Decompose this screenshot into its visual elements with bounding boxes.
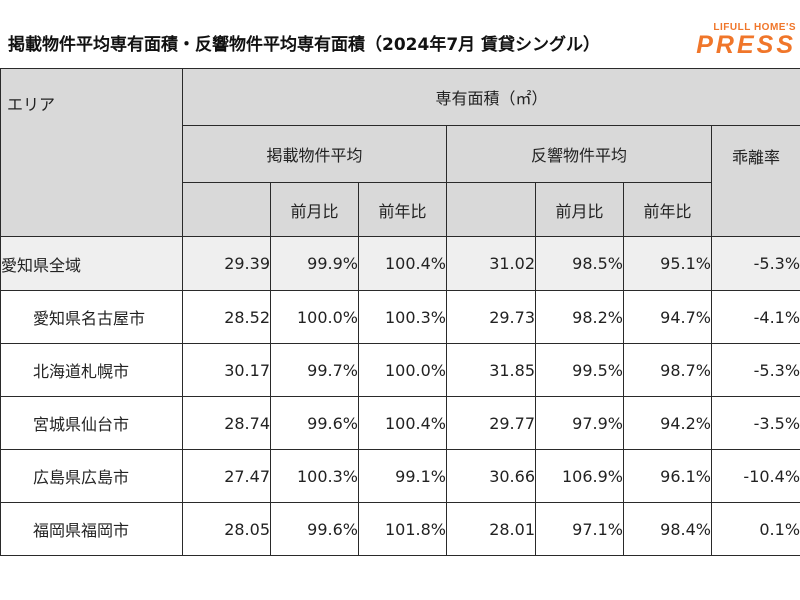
table-row: 広島県広島市 27.47 100.3% 99.1% 30.66 106.9% 9…	[0, 449, 800, 503]
area-name: 愛知県名古屋市	[0, 290, 183, 344]
response-mom: 97.1%	[535, 502, 624, 556]
listing-mom: 100.3%	[270, 449, 359, 503]
header-listing-yoy: 前年比	[358, 182, 447, 237]
response-average: 29.77	[446, 396, 536, 450]
response-average: 29.73	[446, 290, 536, 344]
listing-mom: 99.6%	[270, 396, 359, 450]
table-row: 福岡県福岡市 28.05 99.6% 101.8% 28.01 97.1% 98…	[0, 502, 800, 556]
listing-mom: 99.7%	[270, 343, 359, 397]
gap-rate: -10.4%	[710, 449, 800, 503]
gap-rate: -3.5%	[710, 396, 800, 450]
header-response-average: 反響物件平均	[446, 125, 712, 183]
area-name: 愛知県全域	[0, 236, 183, 291]
response-yoy: 98.4%	[623, 502, 712, 556]
area-name: 広島県広島市	[0, 449, 183, 503]
response-mom: 106.9%	[535, 449, 624, 503]
area-table: エリア 専有面積（㎡） 掲載物件平均 反響物件平均 乖離率 前月比 前年比 前月…	[0, 68, 800, 556]
listing-average: 27.47	[182, 449, 271, 503]
brand-logo-sub: LIFULL HOME'S	[713, 22, 796, 33]
response-yoy: 98.7%	[623, 343, 712, 397]
listing-mom: 99.6%	[270, 502, 359, 556]
brand-logo-main: PRESS	[696, 31, 796, 59]
header-gap-rate: 乖離率	[710, 125, 800, 237]
listing-yoy: 99.1%	[358, 449, 447, 503]
header-listing-mom: 前月比	[270, 182, 359, 237]
header-listing-blank	[182, 182, 271, 237]
table-row: 北海道札幌市 30.17 99.7% 100.0% 31.85 99.5% 98…	[0, 343, 800, 397]
listing-average: 28.74	[182, 396, 271, 450]
header-floor-area: 専有面積（㎡）	[181, 68, 800, 126]
header-response-mom: 前月比	[535, 182, 624, 237]
area-name: 北海道札幌市	[0, 343, 183, 397]
gap-rate: -5.3%	[710, 236, 800, 291]
response-mom: 99.5%	[535, 343, 624, 397]
response-mom: 97.9%	[535, 396, 624, 450]
listing-yoy: 101.8%	[358, 502, 447, 556]
brand-logo: LIFULL HOME'S PRESS	[696, 22, 796, 59]
listing-average: 29.39	[182, 236, 271, 291]
listing-yoy: 100.4%	[358, 236, 447, 291]
response-average: 31.85	[446, 343, 536, 397]
response-average: 30.66	[446, 449, 536, 503]
listing-yoy: 100.3%	[358, 290, 447, 344]
response-mom: 98.2%	[535, 290, 624, 344]
table-row: 愛知県名古屋市 28.52 100.0% 100.3% 29.73 98.2% …	[0, 290, 800, 344]
header-area: エリア	[0, 68, 183, 237]
table-row: 宮城県仙台市 28.74 99.6% 100.4% 29.77 97.9% 94…	[0, 396, 800, 450]
listing-average: 30.17	[182, 343, 271, 397]
gap-rate: -5.3%	[710, 343, 800, 397]
page-title: 掲載物件平均専有面積・反響物件平均専有面積（2024年7月 賃貸シングル）	[8, 35, 601, 55]
area-name: 福岡県福岡市	[0, 502, 183, 556]
table-row: 愛知県全域 29.39 99.9% 100.4% 31.02 98.5% 95.…	[0, 236, 800, 291]
area-name: 宮城県仙台市	[0, 396, 183, 450]
gap-rate: 0.1%	[710, 502, 800, 556]
header-response-blank	[446, 182, 536, 237]
header-response-yoy: 前年比	[623, 182, 712, 237]
header-listing-average: 掲載物件平均	[182, 125, 447, 183]
listing-yoy: 100.4%	[358, 396, 447, 450]
listing-mom: 100.0%	[270, 290, 359, 344]
listing-average: 28.05	[182, 502, 271, 556]
response-average: 31.02	[446, 236, 536, 291]
listing-yoy: 100.0%	[358, 343, 447, 397]
response-yoy: 95.1%	[623, 236, 712, 291]
response-average: 28.01	[446, 502, 536, 556]
gap-rate: -4.1%	[710, 290, 800, 344]
response-mom: 98.5%	[535, 236, 624, 291]
response-yoy: 94.2%	[623, 396, 712, 450]
listing-mom: 99.9%	[270, 236, 359, 291]
listing-average: 28.52	[182, 290, 271, 344]
response-yoy: 96.1%	[623, 449, 712, 503]
response-yoy: 94.7%	[623, 290, 712, 344]
